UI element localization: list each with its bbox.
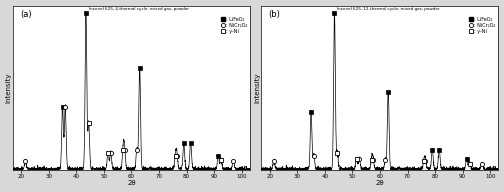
Text: (a): (a) <box>20 11 32 19</box>
X-axis label: 2θ: 2θ <box>127 180 136 186</box>
Y-axis label: Intensity: Intensity <box>6 72 12 103</box>
Text: (b): (b) <box>269 11 280 19</box>
X-axis label: 2θ: 2θ <box>375 180 384 186</box>
Text: Inconel 625, 12-thermal cycle, mixed gas, powder: Inconel 625, 12-thermal cycle, mixed gas… <box>337 7 440 11</box>
Legend: : LiFeO₂, : NiCr₂O₄, : γ-Ni: : LiFeO₂, : NiCr₂O₄, : γ-Ni <box>220 16 247 34</box>
Y-axis label: Intensity: Intensity <box>254 72 260 103</box>
Legend: : LiFeO₂, : NiCr₂O₄, : γ-Ni: : LiFeO₂, : NiCr₂O₄, : γ-Ni <box>469 16 496 34</box>
Text: Inconel 625, 4-thermal cycle, mixed gas, powder: Inconel 625, 4-thermal cycle, mixed gas,… <box>89 7 189 11</box>
